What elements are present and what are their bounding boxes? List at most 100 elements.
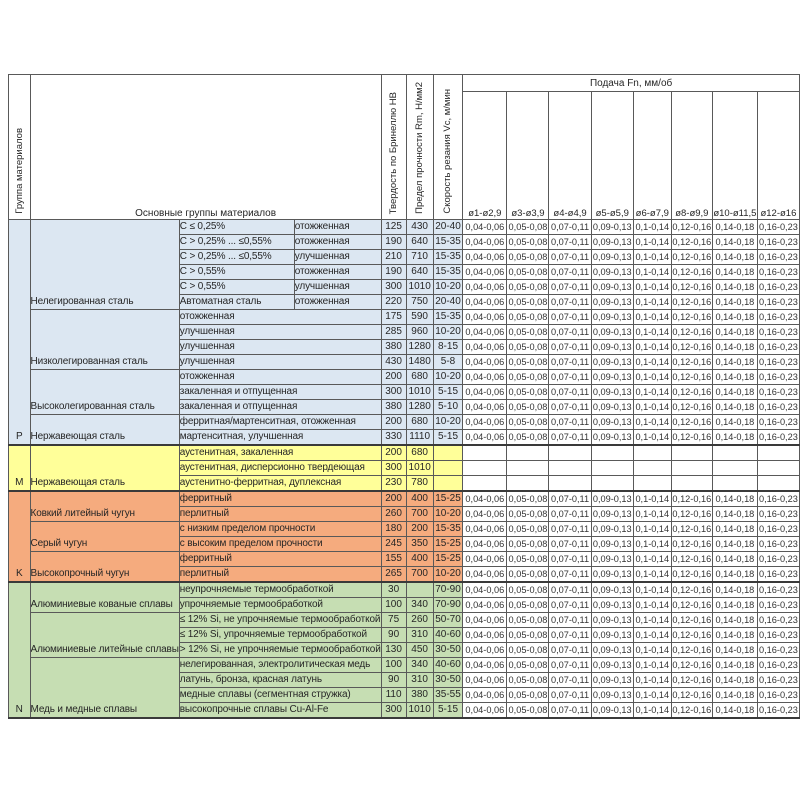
header-row-top: Группа материалов Основные группы матери… xyxy=(8,74,800,220)
feed-cell: 0,05-0,08 xyxy=(506,642,550,658)
feed-title: Подача Fn, мм/об xyxy=(462,74,800,92)
feed-cell: 0,05-0,08 xyxy=(506,490,550,507)
feed-cell: 0,04-0,06 xyxy=(462,339,508,355)
feed-cell: 0,1-0,14 xyxy=(632,581,672,598)
feed-cell: 0,04-0,06 xyxy=(462,566,508,583)
feed-cell: 0,12-0,16 xyxy=(670,642,713,658)
group-name-cell: Ковкий литейный чугун xyxy=(29,490,180,522)
feed-cell: 0,12-0,16 xyxy=(670,627,713,643)
feed-cell: 0,12-0,16 xyxy=(670,612,713,628)
vc-cell: 10-20 xyxy=(432,506,464,522)
material-group-label: Группа материалов xyxy=(13,128,25,214)
feed-cell: 0,04-0,06 xyxy=(462,294,508,310)
feed-cell: 0,12-0,16 xyxy=(670,324,713,340)
feed-cell: 0,05-0,08 xyxy=(506,219,550,235)
material-class-letter: M xyxy=(8,444,31,492)
material-desc-cell: улучшенная xyxy=(178,339,382,355)
vc-cell xyxy=(432,444,464,461)
feed-cell: 0,05-0,08 xyxy=(506,506,550,522)
feed-cell: 0,05-0,08 xyxy=(506,687,550,703)
feed-cell: 0,04-0,06 xyxy=(462,506,508,522)
feed-cell: 0,12-0,16 xyxy=(670,687,713,703)
feed-cell: 0,14-0,18 xyxy=(711,219,758,235)
feed-cell: 0,1-0,14 xyxy=(632,521,672,537)
cutting-data-table: Группа материалов Основные группы матери… xyxy=(8,74,800,719)
feed-cell: 0,07-0,11 xyxy=(548,294,592,310)
hb-cell: 430 xyxy=(380,354,407,370)
feed-cell: 0,16-0,23 xyxy=(756,536,800,552)
feed-cell: 0,14-0,18 xyxy=(711,597,758,613)
group-name-cell: Медь и медные сплавы xyxy=(29,657,180,719)
feed-cell xyxy=(548,475,592,492)
feed-cell: 0,1-0,14 xyxy=(632,657,672,673)
feed-cell: 0,07-0,11 xyxy=(548,536,592,552)
feed-cell: 0,07-0,11 xyxy=(548,672,592,688)
feed-cell: 0,05-0,08 xyxy=(506,354,550,370)
group-name-cell: Высокопрочный чугун xyxy=(29,551,180,583)
feed-col-header-4: ø5-ø5,9 xyxy=(590,91,634,220)
feed-cell: 0,07-0,11 xyxy=(548,219,592,235)
table-row: C > 0,25% ... ≤0,55% отожженная 190 640 15-3… xyxy=(9,234,800,250)
feed-cell: 0,1-0,14 xyxy=(632,354,672,370)
material-class-letter: N xyxy=(8,581,31,719)
feed-cell: 0,05-0,08 xyxy=(506,324,550,340)
table-row: Высокопрочный чугун ферритный 155 400 15-25 0… xyxy=(9,551,800,583)
feed-cell: 0,04-0,06 xyxy=(462,399,508,415)
vc-cell: 70-90 xyxy=(432,581,464,598)
hb-cell: 285 xyxy=(380,324,407,340)
feed-cell: 0,09-0,13 xyxy=(590,536,634,552)
feed-cell: 0,16-0,23 xyxy=(756,324,800,340)
group-name-cell: Нержавеющая сталь xyxy=(29,414,180,446)
feed-cell: 0,04-0,06 xyxy=(462,354,508,370)
rm-cell: 200 xyxy=(405,521,434,537)
vc-cell: 10-20 xyxy=(432,566,464,583)
feed-cell: 0,14-0,18 xyxy=(711,672,758,688)
material-desc-cell: аустенитная, дисперсионно твердеющая xyxy=(178,460,382,476)
feed-cell: 0,16-0,23 xyxy=(756,309,800,325)
material-desc-cell: отожженная xyxy=(178,309,382,325)
feed-cell: 0,14-0,18 xyxy=(711,687,758,703)
feed-cell: 0,05-0,08 xyxy=(506,672,550,688)
rm-cell: 450 xyxy=(405,642,434,658)
feed-col-header-1: ø1-ø2,9 xyxy=(462,91,508,220)
feed-cell: 0,05-0,08 xyxy=(506,249,550,265)
hb-cell: 260 xyxy=(380,506,407,522)
material-desc-cell: перлитный xyxy=(178,506,382,522)
rm-cell: 1110 xyxy=(405,429,434,446)
feed-cell: 0,1-0,14 xyxy=(632,294,672,310)
feed-cell: 0,09-0,13 xyxy=(590,429,634,446)
hb-cell: 265 xyxy=(380,566,407,583)
feed-cell xyxy=(632,475,672,492)
feed-col-header-6: ø8-ø9,9 xyxy=(670,91,713,220)
material-desc-cell: закаленная и отпущенная xyxy=(178,384,382,400)
rm-cell: 340 xyxy=(405,657,434,673)
feed-cell: 0,07-0,11 xyxy=(548,264,592,280)
hb-cell: 245 xyxy=(380,536,407,552)
rm-cell: 710 xyxy=(405,249,434,265)
feed-cell: 0,04-0,06 xyxy=(462,672,508,688)
feed-cell: 0,09-0,13 xyxy=(590,324,634,340)
feed-cell: 0,1-0,14 xyxy=(632,339,672,355)
vc-cell: 5-15 xyxy=(432,702,464,719)
feed-cell: 0,05-0,08 xyxy=(506,264,550,280)
material-desc-cell: с низким пределом прочности xyxy=(178,521,382,537)
feed-cell: 0,12-0,16 xyxy=(670,672,713,688)
vc-cell: 10-20 xyxy=(432,369,464,385)
feed-cell: 0,09-0,13 xyxy=(590,581,634,598)
vc-cell: 15-35 xyxy=(432,234,464,250)
feed-cell: 0,1-0,14 xyxy=(632,324,672,340)
feed-cell: 0,14-0,18 xyxy=(711,384,758,400)
feed-cell xyxy=(506,444,550,461)
rm-cell: 590 xyxy=(405,309,434,325)
material-desc-cell: > 12% Si, не упрочняемые термообработкой xyxy=(178,642,382,658)
feed-cell: 0,04-0,06 xyxy=(462,309,508,325)
col-header-main-groups: Основные группы материалов xyxy=(29,74,382,220)
vc-cell: 20-40 xyxy=(432,219,464,235)
feed-cell: 0,04-0,06 xyxy=(462,219,508,235)
vc-cell: 15-35 xyxy=(432,309,464,325)
hb-cell: 90 xyxy=(380,627,407,643)
feed-cell: 0,1-0,14 xyxy=(632,234,672,250)
feed-cell: 0,04-0,06 xyxy=(462,702,508,719)
header-row-diameters: ø1-ø2,9 ø3-ø3,9 ø4-ø4,9 ø5-ø5,9 ø6-ø7,9 … xyxy=(9,91,800,220)
feed-cell: 0,16-0,23 xyxy=(756,234,800,250)
